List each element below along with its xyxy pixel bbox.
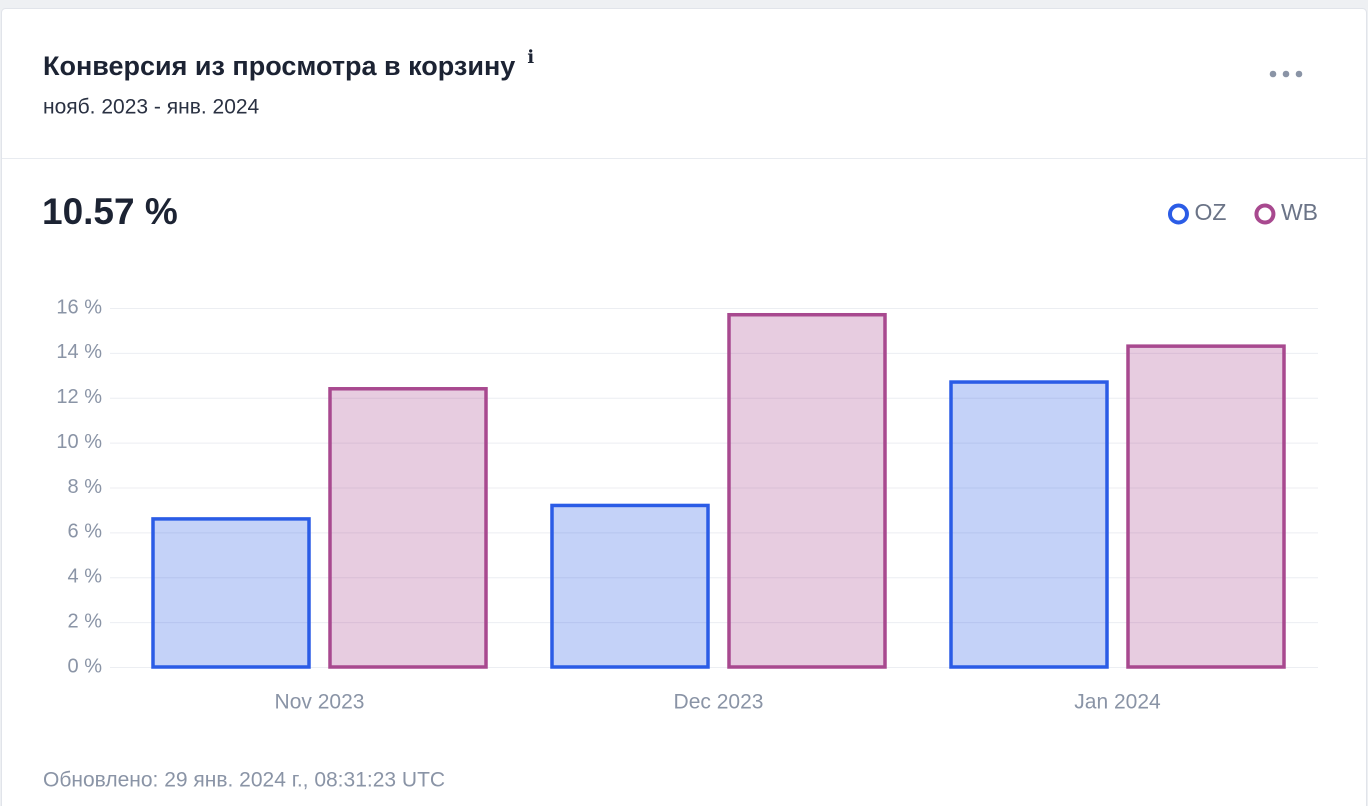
y-tick-label: 0 % (68, 655, 103, 677)
legend-label: WB (1281, 199, 1318, 225)
bar (949, 380, 1109, 669)
y-tick-label: 14 % (56, 341, 102, 363)
y-tick-label: 8 % (68, 476, 103, 498)
info-icon[interactable]: ℹ (527, 47, 534, 67)
bar (328, 387, 488, 669)
x-tick-label: Jan 2024 (1074, 691, 1161, 714)
legend-marker (1167, 203, 1189, 225)
y-tick-label: 2 % (68, 610, 103, 632)
y-tick-label: 4 % (68, 566, 103, 588)
bar (151, 517, 311, 669)
y-tick-label: 16 % (56, 296, 102, 318)
bar (727, 312, 887, 669)
chart-subtitle: нояб. 2023 - янв. 2024 (43, 96, 260, 119)
bar (550, 503, 710, 669)
legend-label: OZ (1194, 199, 1226, 225)
y-tick-label: 12 % (56, 386, 102, 408)
y-tick-label: 10 % (56, 431, 102, 453)
card (1, 8, 1367, 806)
x-tick-label: Dec 2023 (674, 691, 764, 714)
y-tick-label: 6 % (68, 521, 103, 543)
bar (1126, 344, 1286, 669)
more-menu[interactable] (1269, 70, 1303, 78)
footer: Обновлено: 29 янв. 2024 г., 08:31:23 UTC (43, 769, 445, 792)
chart-title: Конверсия из просмотра в корзину (43, 51, 515, 81)
headline-value: 10.57 % (42, 191, 178, 232)
x-tick-label: Nov 2023 (275, 691, 365, 714)
legend-marker (1254, 203, 1276, 225)
